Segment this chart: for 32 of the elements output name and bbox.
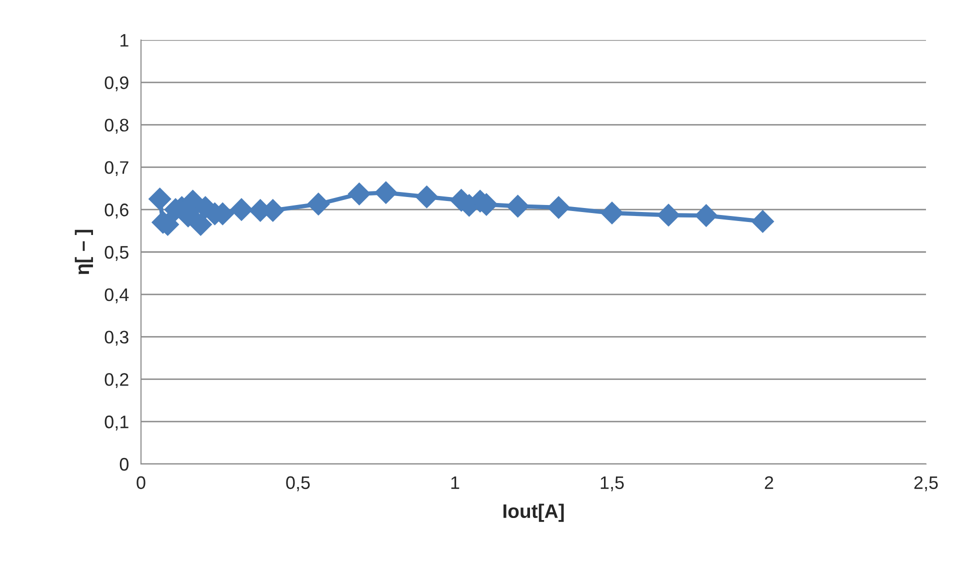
- x-axis-title: Iout[A]: [503, 504, 564, 522]
- x-tick-label: 1,5: [600, 476, 624, 492]
- x-tick-label: 2: [764, 476, 774, 489]
- x-tick-label: 0: [136, 476, 146, 490]
- y-tick-label: 0: [120, 458, 128, 471]
- y-tick-label: 0,7: [104, 161, 128, 176]
- y-tick-label: 0,5: [104, 246, 128, 261]
- y-tick-label: 0,9: [104, 76, 128, 92]
- x-tick-label: 0,5: [286, 476, 310, 492]
- point: [506, 194, 530, 218]
- point: [694, 204, 718, 227]
- y-tick-label: 0,3: [104, 330, 128, 346]
- point: [374, 181, 398, 204]
- point: [348, 182, 371, 206]
- y-tick-label: 0,8: [104, 118, 128, 134]
- x-tick-label: 1: [451, 476, 460, 489]
- point: [230, 198, 253, 221]
- x-tick-label: 2,5: [914, 476, 938, 492]
- point: [148, 188, 172, 210]
- point: [189, 213, 212, 236]
- point: [307, 192, 330, 216]
- point: [547, 196, 570, 219]
- y-tick-label: 0,4: [104, 288, 129, 304]
- point: [600, 202, 624, 224]
- y-tick-label: 1: [120, 34, 128, 47]
- y-tick-label: 0,2: [104, 373, 128, 388]
- y-tick-label: 0,6: [104, 204, 128, 218]
- point: [657, 204, 680, 226]
- y-axis-title: η[ – ]: [74, 230, 93, 274]
- point: [751, 210, 774, 233]
- point: [415, 186, 438, 208]
- y-tick-label: 0,1: [104, 416, 128, 430]
